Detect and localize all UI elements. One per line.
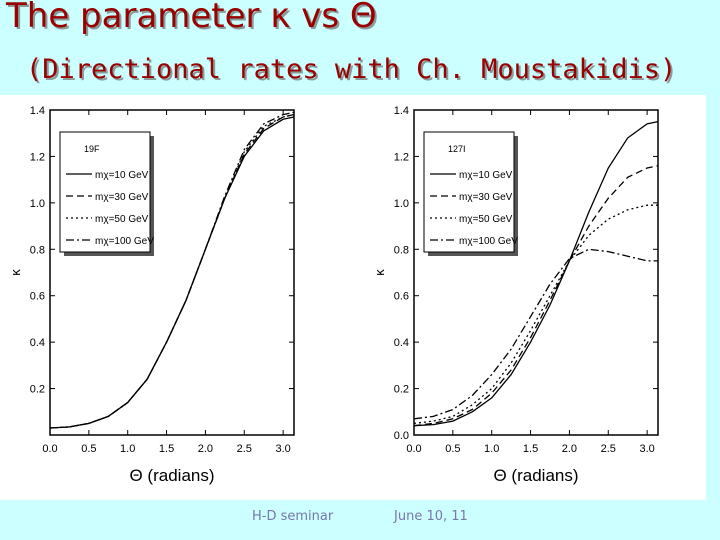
series-line-4 xyxy=(413,248,658,420)
y-tick-label: 0.8 xyxy=(394,244,409,256)
x-tick-label: 2.0 xyxy=(198,443,213,455)
y-tick-label: 0.2 xyxy=(30,384,45,396)
legend-target-label: 127I xyxy=(448,144,466,154)
footer-seminar: H-D seminar xyxy=(252,509,334,524)
figure-area: 0.0 0.5 1.0 1.5 2.0 2.5 3.0 0.2 0.4 0.6 0.8 1.0 1.2 1… xyxy=(0,95,706,500)
chart-panel-right: 0.0 0.5 1.0 1.5 2.0 2.5 3.0 0.0 0.2 0.4 0.6 0.8 1.0 1… xyxy=(372,105,659,485)
y-tick-label: 0.6 xyxy=(394,291,409,303)
y-tick-label: 1.4 xyxy=(30,105,45,117)
legend-target-label: 19F xyxy=(84,144,100,154)
x-tick-label: 1.5 xyxy=(159,443,174,455)
kappa-vs-theta-charts: 0.0 0.5 1.0 1.5 2.0 2.5 3.0 0.2 0.4 0.6 0.8 1.0 1.2 1… xyxy=(8,105,659,485)
x-tick-label: 2.5 xyxy=(237,443,252,455)
legend-entry-1: mχ=10 GeV xyxy=(95,170,149,181)
plot-frame xyxy=(413,109,659,436)
y-tick-label: 0.6 xyxy=(30,291,45,303)
legend-entry-3: mχ=50 GeV xyxy=(95,214,149,225)
footer-date: June 10, 11 xyxy=(394,509,468,524)
y-tick-label: 1.2 xyxy=(30,151,45,163)
plot-frame xyxy=(49,109,295,436)
x-tick-label: 3.0 xyxy=(275,443,290,455)
chart-panel-left: 0.0 0.5 1.0 1.5 2.0 2.5 3.0 0.2 0.4 0.6 0.8 1.0 1.2 1… xyxy=(8,105,295,485)
x-tick-label: 2.0 xyxy=(562,443,577,455)
x-tick-label: 1.0 xyxy=(120,443,135,455)
y-tick-label: 0.8 xyxy=(30,244,45,256)
legend-entry-4: mχ=100 GeV xyxy=(459,236,518,247)
y-tick-label: 0.4 xyxy=(30,337,45,349)
y-axis-label: κ xyxy=(372,269,387,276)
y-tick-label: 1.2 xyxy=(394,151,409,163)
legend-box xyxy=(423,131,515,253)
y-tick-label: 0.4 xyxy=(394,337,409,349)
x-axis-label: Θ (radians) xyxy=(129,466,214,485)
legend-entry-1: mχ=10 GeV xyxy=(459,170,513,181)
legend-entry-3: mχ=50 GeV xyxy=(459,214,513,225)
legend-entry-2: mχ=30 GeV xyxy=(459,192,513,203)
x-tick-label: 3.0 xyxy=(639,443,654,455)
legend-entry-4: mχ=100 GeV xyxy=(95,236,154,247)
x-tick-label: 2.5 xyxy=(601,443,616,455)
x-tick-label: 0.0 xyxy=(406,443,421,455)
slide-subtitle: (Directional rates with Ch. Moustakidis) xyxy=(26,54,677,85)
x-tick-label: 1.5 xyxy=(523,443,538,455)
series-line-4 xyxy=(49,111,295,429)
y-tick-label: 0.2 xyxy=(394,384,409,396)
slide-title: The parameter κ vs Θ xyxy=(6,0,377,36)
x-tick-label: 0.5 xyxy=(445,443,460,455)
x-tick-label: 1.0 xyxy=(484,443,499,455)
x-tick-label: 0.0 xyxy=(42,443,57,455)
y-axis-label: κ xyxy=(8,269,23,276)
x-axis-label: Θ (radians) xyxy=(493,466,578,485)
series-line-1 xyxy=(413,120,659,427)
y-tick-label: 1.0 xyxy=(394,198,409,210)
legend-box xyxy=(59,131,151,253)
y-tick-label: 1.4 xyxy=(394,105,409,117)
y-tick-label: 0.0 xyxy=(394,430,409,442)
legend-entry-2: mχ=30 GeV xyxy=(95,192,149,203)
x-tick-label: 0.5 xyxy=(81,443,96,455)
y-tick-label: 1.0 xyxy=(30,198,45,210)
